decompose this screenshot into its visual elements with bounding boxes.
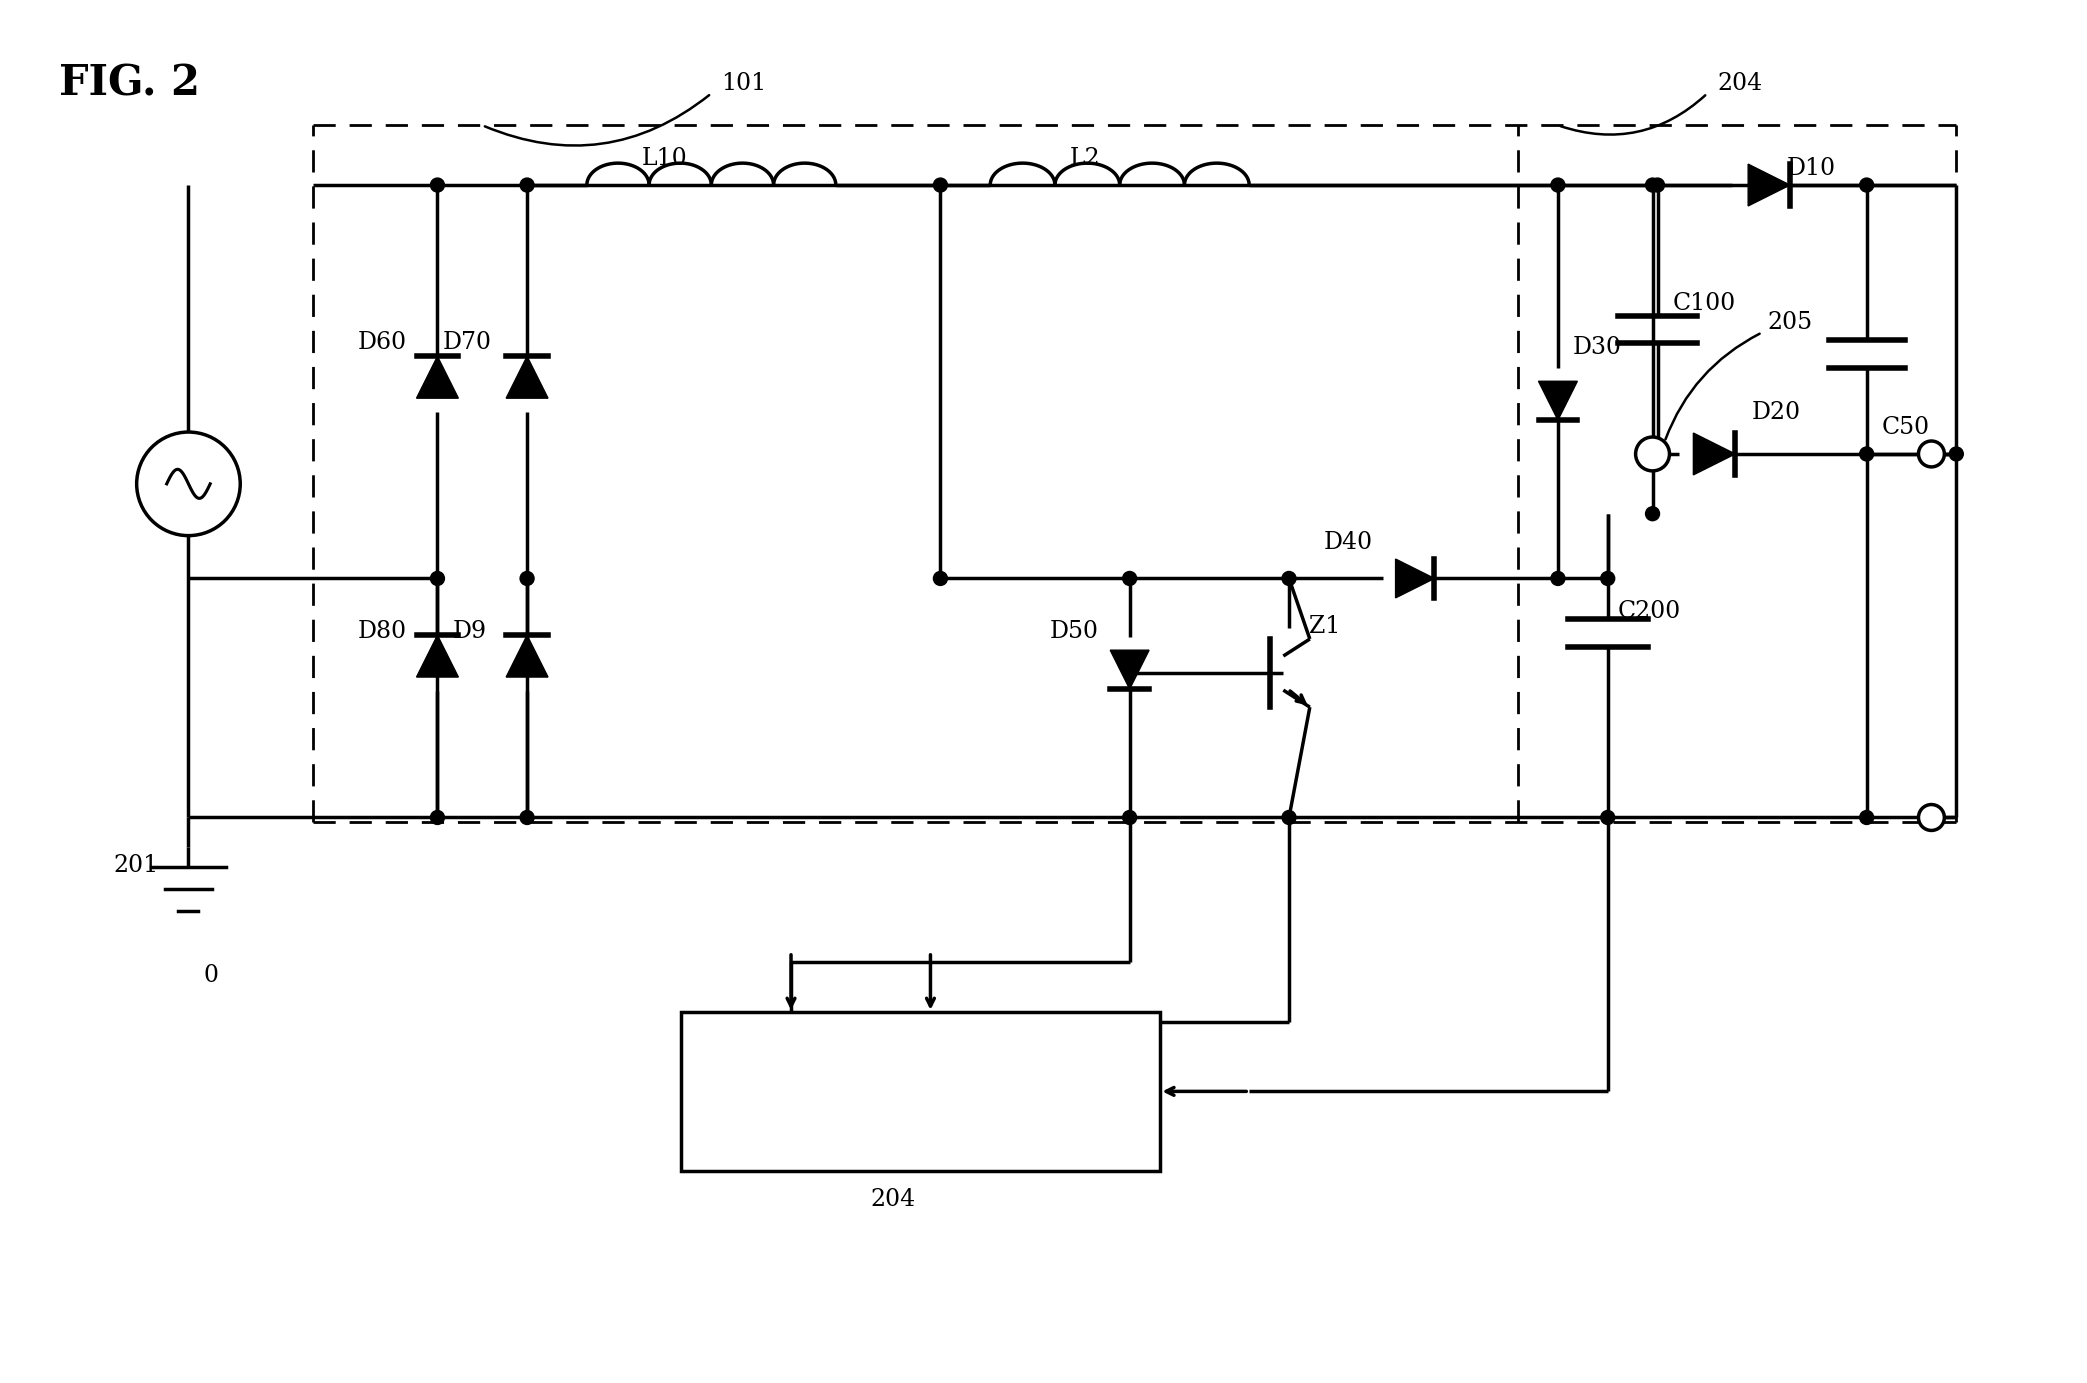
Circle shape — [1918, 805, 1945, 830]
Text: 205: 205 — [1768, 311, 1812, 335]
Circle shape — [1123, 810, 1137, 824]
Circle shape — [520, 571, 534, 585]
Text: L10: L10 — [641, 147, 687, 170]
Polygon shape — [1538, 382, 1578, 420]
Text: D70: D70 — [442, 332, 490, 354]
Circle shape — [430, 571, 445, 585]
Text: 0: 0 — [202, 964, 219, 987]
Text: D10: D10 — [1786, 158, 1837, 180]
Text: D9: D9 — [453, 620, 486, 643]
Circle shape — [1651, 178, 1665, 192]
Circle shape — [430, 810, 445, 824]
Circle shape — [1281, 810, 1296, 824]
Circle shape — [1860, 178, 1874, 192]
Text: D60: D60 — [357, 332, 407, 354]
Circle shape — [1645, 178, 1659, 192]
Circle shape — [520, 810, 534, 824]
Text: C50: C50 — [1882, 416, 1930, 438]
Circle shape — [1860, 810, 1874, 824]
Text: C200: C200 — [1617, 600, 1680, 624]
Text: FIG. 2: FIG. 2 — [58, 62, 200, 104]
Polygon shape — [1110, 650, 1150, 689]
Circle shape — [1601, 810, 1615, 824]
Text: D20: D20 — [1753, 401, 1801, 425]
Circle shape — [1601, 571, 1615, 585]
Circle shape — [1636, 437, 1670, 470]
Text: D30: D30 — [1574, 336, 1622, 360]
Bar — [682, 1012, 1160, 1171]
Circle shape — [1651, 447, 1665, 461]
Text: 204: 204 — [870, 1188, 916, 1212]
Circle shape — [136, 431, 240, 535]
Text: D80: D80 — [357, 620, 407, 643]
Circle shape — [1860, 447, 1874, 461]
Text: Z1: Z1 — [1309, 615, 1340, 638]
Polygon shape — [417, 635, 459, 678]
Circle shape — [1918, 441, 1945, 467]
Circle shape — [1551, 178, 1565, 192]
Text: D40: D40 — [1323, 531, 1373, 553]
Text: L2: L2 — [1071, 147, 1100, 170]
Circle shape — [1281, 571, 1296, 585]
Text: 101: 101 — [722, 72, 766, 95]
Polygon shape — [1749, 165, 1791, 206]
Text: D50: D50 — [1050, 620, 1100, 643]
Polygon shape — [1693, 433, 1734, 474]
Circle shape — [1949, 447, 1964, 461]
Circle shape — [933, 178, 947, 192]
Text: C100: C100 — [1672, 292, 1736, 314]
Circle shape — [1123, 571, 1137, 585]
Circle shape — [1551, 571, 1565, 585]
Polygon shape — [1396, 559, 1434, 597]
Polygon shape — [507, 635, 549, 678]
Text: 201: 201 — [115, 855, 159, 877]
Circle shape — [1645, 506, 1659, 520]
Polygon shape — [507, 357, 549, 398]
Circle shape — [520, 178, 534, 192]
Circle shape — [430, 178, 445, 192]
Circle shape — [933, 571, 947, 585]
Text: 204: 204 — [1718, 72, 1764, 95]
Polygon shape — [417, 357, 459, 398]
